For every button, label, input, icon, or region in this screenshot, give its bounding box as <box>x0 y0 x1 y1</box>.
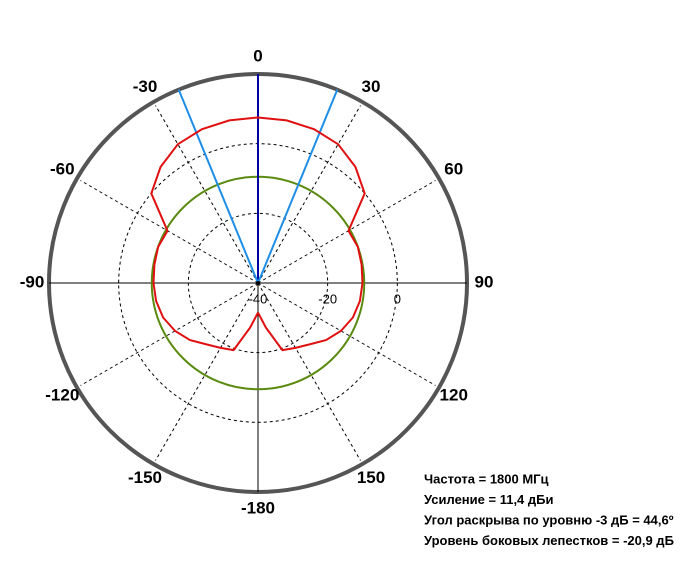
theta-tick-label: -90 <box>20 272 45 291</box>
grid-spoke <box>257 105 361 284</box>
grid-spoke <box>257 282 436 386</box>
theta-tick-label: 30 <box>362 77 381 96</box>
grid-spoke <box>80 180 259 284</box>
grid-spoke <box>155 282 259 461</box>
theta-tick-label: 60 <box>444 159 463 178</box>
theta-tick-label: -120 <box>45 385 79 404</box>
theta-tick-label: 0 <box>253 46 262 65</box>
info-text: Частота = 1800 МГц <box>424 471 549 486</box>
theta-tick-label: 120 <box>440 385 468 404</box>
pattern-line <box>150 116 366 352</box>
theta-tick-label: -30 <box>133 77 158 96</box>
theta-tick-label: -150 <box>128 468 162 487</box>
r-tick-label: -20 <box>318 291 337 306</box>
theta-tick-label: 150 <box>357 468 385 487</box>
beam-line <box>257 89 339 284</box>
center-dot <box>256 281 260 285</box>
grid-spoke <box>257 282 361 461</box>
info-text: Уровень боковых лепестков = -20,9 дБ <box>424 533 674 548</box>
beam-line <box>177 89 259 284</box>
grid-spoke <box>80 282 259 386</box>
grid-spoke <box>257 180 436 284</box>
theta-tick-label: -60 <box>50 159 75 178</box>
r-tick-label: 0 <box>394 291 401 306</box>
theta-tick-label: 90 <box>475 272 494 291</box>
theta-tick-label: -180 <box>241 498 275 517</box>
info-text: Угол раскрыва по уровню -3 дБ = 44,6º <box>424 512 674 527</box>
grid-spoke <box>155 105 259 284</box>
info-text: Усиление = 11,4 дБи <box>424 492 553 507</box>
